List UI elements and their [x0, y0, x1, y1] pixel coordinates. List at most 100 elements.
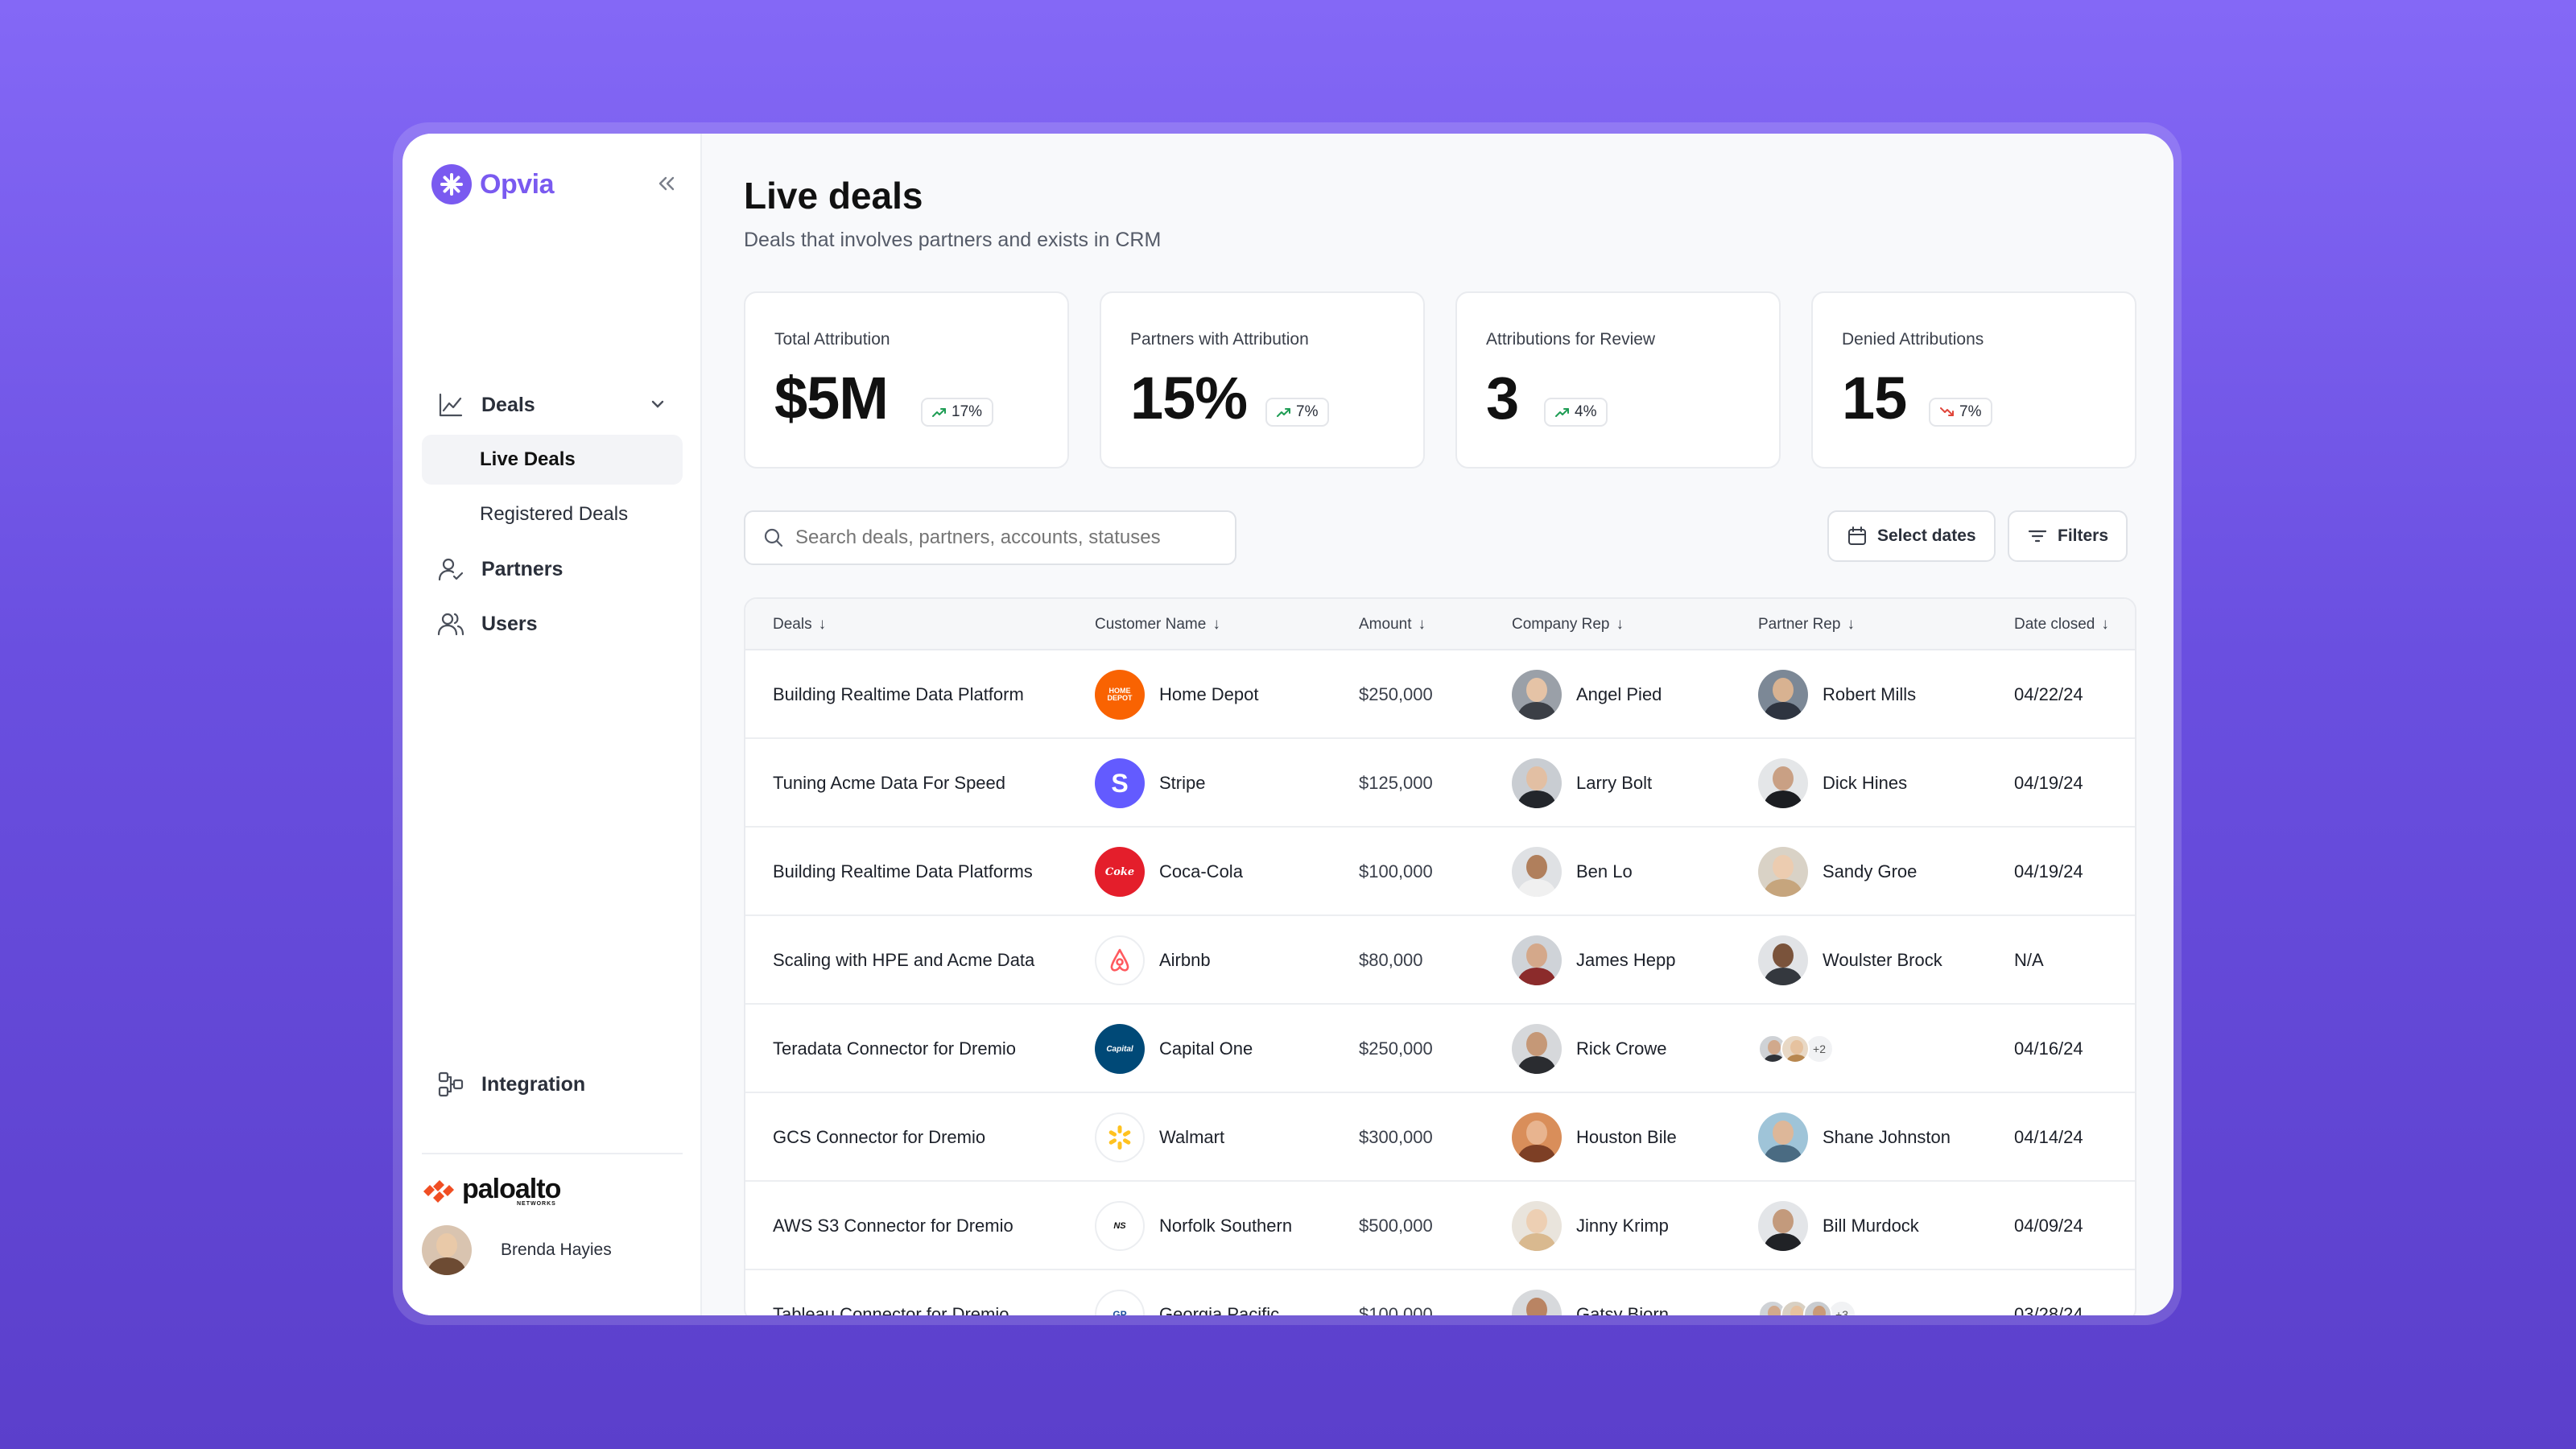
partner-rep-name: Woulster Brock: [1823, 950, 1942, 970]
kpi-card[interactable]: Total Attribution $5M 17%: [744, 291, 1069, 469]
kpi-card[interactable]: Attributions for Review 3 4%: [1455, 291, 1781, 469]
company-rep-cell: James Hepp: [1512, 916, 1676, 1005]
sidebar-item-live-deals[interactable]: Live Deals: [422, 435, 683, 485]
amount: $80,000: [1359, 950, 1423, 970]
kpi-card[interactable]: Partners with Attribution 15% 7%: [1100, 291, 1425, 469]
org-logo: paloalto NETWORKS: [422, 1174, 561, 1207]
customer-name: Norfolk Southern: [1159, 1216, 1293, 1236]
sort-arrow-icon: ↓: [2101, 616, 2109, 633]
opvia-logo-icon: [431, 164, 472, 204]
kpi-label: Denied Attributions: [1842, 330, 1984, 349]
search-bar[interactable]: [744, 510, 1236, 565]
avatar: [1512, 1024, 1562, 1074]
sidebar-item-label: Deals: [481, 393, 535, 416]
deal-name[interactable]: AWS S3 Connector for Dremio: [773, 1216, 1013, 1236]
company-rep-name: James Hepp: [1576, 950, 1676, 970]
paloalto-logo-icon: [423, 1179, 454, 1203]
company-rep-cell: Ben Lo: [1512, 828, 1633, 916]
customer-cell: Walmart: [1095, 1093, 1224, 1182]
partner-rep-name: Robert Mills: [1823, 684, 1917, 704]
column-header-date-closed[interactable]: Date closed ↓: [2014, 616, 2109, 633]
amount: $100,000: [1359, 861, 1433, 881]
airbnb-logo-icon: [1095, 935, 1145, 985]
customer-cell: NS Norfolk Southern: [1095, 1182, 1292, 1270]
table-row[interactable]: Tuning Acme Data For Speed S Stripe $125…: [745, 739, 2135, 828]
amount: $250,000: [1359, 1038, 1433, 1059]
customer-cell: Airbnb: [1095, 916, 1211, 1005]
column-header-customer[interactable]: Customer Name ↓: [1095, 616, 1220, 633]
avatar: [1758, 847, 1808, 897]
current-user[interactable]: Brenda Hayies: [422, 1225, 612, 1275]
deal-name[interactable]: Scaling with HPE and Acme Data: [773, 950, 1035, 970]
more-partners-badge[interactable]: +2: [1805, 1034, 1834, 1063]
company-rep-cell: Houston Bile: [1512, 1093, 1677, 1182]
customer-name: Capital One: [1159, 1038, 1253, 1059]
partner-rep-name: Bill Murdock: [1823, 1216, 1919, 1236]
table-row[interactable]: Building Realtime Data Platform HOME DEPO…: [745, 650, 2135, 739]
home-depot-logo-icon: HOME DEPOT: [1095, 670, 1145, 720]
norfolk-southern-logo-icon: NS: [1095, 1201, 1145, 1251]
sidebar-item-partners[interactable]: Partners: [422, 544, 683, 594]
search-input[interactable]: [795, 526, 1214, 549]
kpi-label: Partners with Attribution: [1130, 330, 1309, 349]
avatar: [1512, 670, 1562, 720]
customer-cell: Coke Coca-Cola: [1095, 828, 1243, 916]
column-header-partner-rep[interactable]: Partner Rep ↓: [1758, 616, 1855, 633]
deal-name[interactable]: Tableau Connector for Dremio: [773, 1304, 1009, 1315]
table-row[interactable]: GCS Connector for Dremio Walmart $300,0: [745, 1093, 2135, 1182]
column-header-amount[interactable]: Amount ↓: [1359, 616, 1426, 633]
date-closed: 04/22/24: [2014, 684, 2083, 704]
sidebar-item-integration[interactable]: Integration: [422, 1059, 683, 1114]
partner-rep-name: Sandy Groe: [1823, 861, 1918, 881]
deal-name[interactable]: Tuning Acme Data For Speed: [773, 773, 1006, 793]
table-row[interactable]: Building Realtime Data Platforms Coke Co…: [745, 828, 2135, 916]
sort-arrow-icon: ↓: [1212, 616, 1220, 633]
kpi-label: Total Attribution: [774, 330, 890, 349]
kpi-card[interactable]: Denied Attributions 15 7%: [1811, 291, 2136, 469]
page-subtitle: Deals that involves partners and exists …: [744, 229, 1162, 251]
company-rep-cell: Rick Crowe: [1512, 1005, 1666, 1093]
company-rep-name: Rick Crowe: [1576, 1038, 1667, 1059]
avatar: [1781, 1300, 1810, 1315]
company-rep-name: Larry Bolt: [1576, 773, 1653, 793]
partner-rep-group[interactable]: +3: [1758, 1270, 1856, 1315]
company-rep-name: Houston Bile: [1576, 1127, 1677, 1147]
sidebar-nav: Deals Live Deals Registered Deals Partne…: [422, 380, 683, 654]
stripe-logo-icon: S: [1095, 758, 1145, 808]
partner-rep-name: Shane Johnston: [1823, 1127, 1951, 1147]
table-row[interactable]: Scaling with HPE and Acme Data Airbnb $8…: [745, 916, 2135, 1005]
column-header-deals[interactable]: Deals ↓: [773, 616, 827, 633]
sort-arrow-icon: ↓: [1847, 616, 1855, 633]
table-row[interactable]: Teradata Connector for Dremio Capital Ca…: [745, 1005, 2135, 1093]
chevron-down-icon[interactable]: [647, 394, 668, 420]
select-dates-button[interactable]: Select dates: [1827, 510, 1996, 562]
integration-label: Integration: [481, 1072, 586, 1096]
kpi-change: 17%: [952, 403, 983, 420]
table-row[interactable]: Tableau Connector for Dremio GP Georgia …: [745, 1270, 2135, 1315]
date-closed: 03/28/24: [2014, 1304, 2083, 1315]
kpi-value: 15: [1842, 365, 1907, 431]
company-rep-name: Ben Lo: [1576, 861, 1633, 881]
deal-name[interactable]: Teradata Connector for Dremio: [773, 1038, 1017, 1059]
sidebar-item-users[interactable]: Users: [422, 599, 683, 649]
deal-name[interactable]: GCS Connector for Dremio: [773, 1127, 986, 1147]
deal-name[interactable]: Building Realtime Data Platforms: [773, 861, 1033, 881]
sidebar-item-registered-deals[interactable]: Registered Deals: [480, 503, 629, 525]
app-logo[interactable]: Opvia: [431, 164, 554, 204]
amount: $100,000: [1359, 1304, 1433, 1315]
partner-rep-group[interactable]: +2: [1758, 1005, 1834, 1093]
filters-button[interactable]: Filters: [2008, 510, 2128, 562]
company-rep-name: Angel Pied: [1576, 684, 1662, 704]
sidebar-item-deals[interactable]: Deals: [422, 380, 683, 430]
avatar: [1758, 1034, 1787, 1063]
column-header-company-rep[interactable]: Company Rep ↓: [1512, 616, 1624, 633]
table-row[interactable]: AWS S3 Connector for Dremio NS Norfolk S…: [745, 1182, 2135, 1270]
double-chevron-left-icon[interactable]: [652, 169, 681, 198]
sort-arrow-icon: ↓: [818, 616, 827, 633]
kpi-change: 7%: [1959, 403, 1982, 420]
avatar: [1512, 1113, 1562, 1162]
partner-rep-cell: Dick Hines: [1758, 739, 1907, 828]
deal-name[interactable]: Building Realtime Data Platform: [773, 684, 1024, 704]
table-header: Deals ↓ Customer Name ↓ Amount ↓ Company Re…: [745, 599, 2135, 650]
avatar: [1512, 758, 1562, 808]
